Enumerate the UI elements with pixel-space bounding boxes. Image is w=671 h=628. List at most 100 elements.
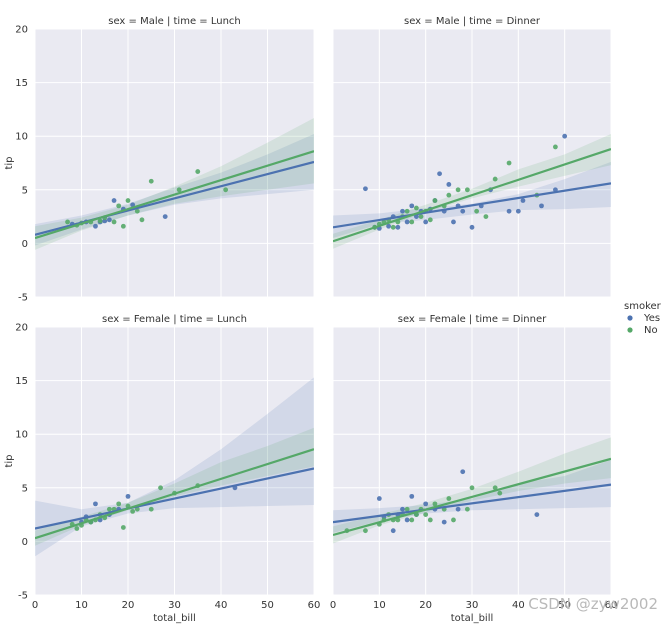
panel-title: sex = Male | time = Lunch [108,16,241,27]
y-tick-label: 15 [15,78,28,89]
data-point-yes [437,171,442,177]
data-point-no [423,512,429,517]
regression-line-no [35,150,314,240]
data-point-no [474,208,480,214]
x-axis-label: total_bill [451,613,494,624]
panel-plot-area [333,133,611,249]
y-tick-label: 10 [15,132,28,143]
data-point-yes [520,198,526,203]
y-tick-label: 0 [22,537,28,548]
data-point-no [427,217,433,223]
data-point-no [469,485,475,491]
data-point-no [111,219,117,225]
data-point-yes [400,208,405,214]
data-point-no [483,214,489,220]
data-point-no [497,490,503,496]
data-point-yes [455,506,461,512]
data-point-no [427,517,433,523]
data-point-yes [111,198,117,203]
legend-marker-yes [627,315,633,321]
data-point-no [409,219,415,225]
data-point-no [134,506,140,512]
data-point-no [120,223,126,229]
data-point-no [139,217,145,223]
data-point-no [492,485,498,491]
data-point-yes [363,186,368,192]
data-point-no [395,517,401,523]
data-point-yes [386,223,391,229]
data-point-yes [460,208,466,214]
x-tick-label: 60 [605,600,618,611]
data-point-no [176,187,182,193]
legend-title: smoker [624,301,662,312]
data-point-no [432,198,438,203]
data-point-no [409,517,415,523]
data-point-no [414,205,419,211]
y-tick-label: -5 [18,293,28,304]
ci-band-yes [35,377,314,557]
data-point-yes [534,512,540,517]
data-point-no [120,525,126,530]
legend-label-yes: Yes [643,313,660,324]
regression-line-yes [333,182,611,229]
panel-plot-area [35,377,314,557]
data-point-no [404,208,410,214]
data-point-no [390,224,396,230]
panel-title: sex = Male | time = Dinner [404,16,541,27]
x-tick-label: 10 [75,600,88,611]
y-axis-label: tip [4,454,15,467]
x-axis-label: total_bill [153,613,196,624]
data-point-yes [423,501,429,507]
data-point-yes [107,217,112,223]
data-point-no [130,508,136,514]
data-point-no [116,203,122,209]
data-point-no [363,528,368,534]
data-point-yes [376,496,382,501]
data-point-no [134,208,140,214]
facet-panel-4: sex = Female | time = Dinner 0 10 20 30 40 50 6… [330,314,618,624]
legend-marker-no [627,327,633,333]
panel-plot-area [333,437,611,544]
x-tick-label: 0 [330,600,336,611]
data-point-no [553,144,558,150]
data-point-yes [130,202,136,208]
x-tick-label: 60 [308,600,321,611]
x-tick-label: 10 [373,600,386,611]
regression-line-yes [333,483,611,524]
x-tick-label: 30 [466,600,479,611]
x-tick-label: 40 [512,600,525,611]
y-tick-label: 20 [15,25,28,36]
data-point-yes [515,208,521,214]
data-point-yes [451,219,456,225]
regression-line-no [35,448,314,540]
watermark-text: CSDN @zyw2002 [528,595,658,613]
ci-band-no [333,134,611,249]
facet-panel-2: sex = Male | time = Dinner [332,16,612,298]
x-tick-label: 20 [419,600,432,611]
x-tick-label: 50 [558,600,571,611]
data-point-no [464,187,470,193]
data-point-no [148,178,154,184]
y-tick-label: 0 [22,239,28,250]
data-point-no [116,501,122,507]
y-tick-label: 20 [15,323,28,334]
data-point-no [446,496,452,501]
data-point-yes [469,224,475,230]
regression-line-no [333,457,611,537]
data-point-no [404,506,410,512]
x-tick-label: 20 [122,600,135,611]
data-point-no [432,501,438,507]
facet-panel-3: sex = Female | time = Lunch -5 0 5 10 15 20 tip… [4,314,320,624]
data-point-no [97,218,103,224]
data-point-yes [441,519,447,525]
data-point-no [418,214,424,220]
y-axis-label: tip [4,156,15,169]
data-point-no [125,198,131,203]
data-point-no [74,526,80,531]
y-tick-label: 5 [22,483,28,494]
data-point-yes [93,501,98,507]
data-point-yes [404,219,410,225]
y-tick-label: 10 [15,430,28,441]
data-point-yes [125,493,131,499]
